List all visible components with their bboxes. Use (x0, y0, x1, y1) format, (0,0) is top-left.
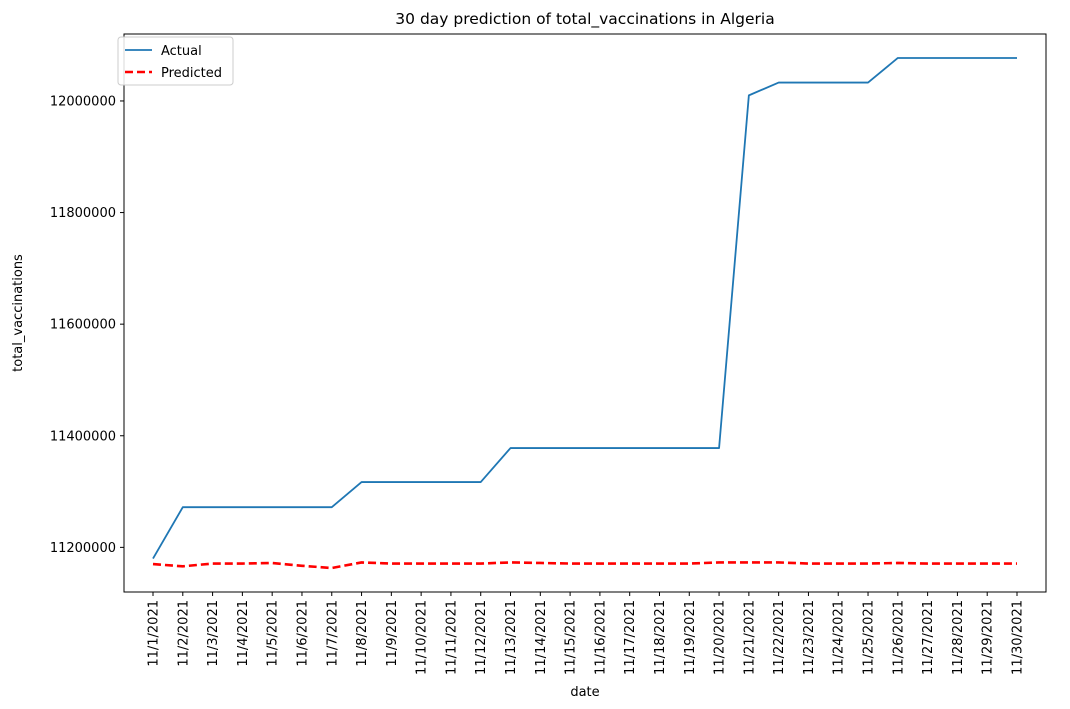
legend-label-predicted: Predicted (161, 66, 222, 81)
legend-box (117, 36, 234, 86)
x-tick-label: 11/4/2021 (236, 600, 251, 667)
x-tick-label: 11/15/2021 (564, 600, 579, 675)
y-tick-label: 12000000 (50, 94, 116, 109)
x-tick-label: 11/18/2021 (653, 600, 668, 675)
x-tick-label: 11/6/2021 (295, 600, 310, 667)
x-tick-label: 11/25/2021 (862, 600, 877, 675)
x-tick-label: 11/11/2021 (444, 600, 459, 675)
chart-title: 30 day prediction of total_vaccinations … (395, 10, 774, 29)
x-tick-label: 11/2/2021 (176, 600, 191, 667)
x-tick-label: 11/24/2021 (832, 600, 847, 675)
x-tick-label: 11/26/2021 (891, 600, 906, 675)
series-line-predicted (152, 561, 1017, 570)
x-tick-label: 11/14/2021 (534, 600, 549, 675)
x-tick-label: 11/1/2021 (147, 600, 162, 667)
x-tick-label: 11/8/2021 (355, 600, 370, 667)
y-tick-label: 11200000 (50, 541, 116, 556)
y-axis-title: total_vaccinations (11, 254, 26, 372)
x-tick-label: 11/28/2021 (951, 600, 966, 675)
legend: Actual Predicted (117, 36, 234, 86)
x-tick-label: 11/29/2021 (981, 600, 996, 675)
x-axis-title: date (570, 685, 599, 700)
x-tick-label: 11/23/2021 (802, 600, 817, 675)
y-tick-label: 11600000 (50, 318, 116, 333)
x-tick-label: 11/13/2021 (504, 600, 519, 675)
x-tick-label: 11/20/2021 (713, 600, 728, 675)
x-tick-label: 11/5/2021 (266, 600, 281, 667)
plot-area (123, 33, 1047, 593)
x-tick-label: 11/3/2021 (206, 600, 221, 667)
x-axis: 11/1/2021 11/2/2021 11/3/2021 11/4/2021 11/5… (147, 592, 1026, 675)
series-line-actual (152, 57, 1017, 559)
x-tick-label: 11/30/2021 (1011, 600, 1026, 675)
x-tick-label: 11/19/2021 (683, 600, 698, 675)
x-tick-label: 11/10/2021 (415, 600, 430, 675)
x-tick-label: 11/27/2021 (921, 600, 936, 675)
series-layer (152, 57, 1017, 570)
x-tick-label: 11/12/2021 (474, 600, 489, 675)
y-tick-label: 11400000 (50, 429, 116, 444)
y-axis: 11200000 11400000 11600000 11800000 12000000 (50, 94, 124, 556)
x-tick-label: 11/9/2021 (385, 600, 400, 667)
x-tick-label: 11/16/2021 (593, 600, 608, 675)
x-tick-label: 11/7/2021 (325, 600, 340, 667)
plot-frame (123, 33, 1047, 593)
y-tick-label: 11800000 (50, 206, 116, 221)
x-tick-label: 11/22/2021 (772, 600, 787, 675)
x-tick-label: 11/21/2021 (742, 600, 757, 675)
x-tick-label: 11/17/2021 (623, 600, 638, 675)
legend-label-actual: Actual (161, 44, 202, 59)
